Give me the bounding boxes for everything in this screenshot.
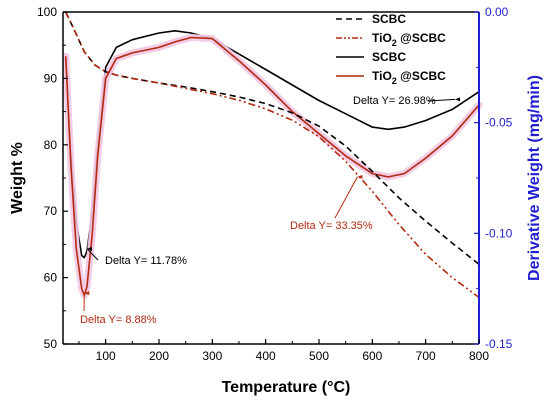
y-left-tick-label: 100 xyxy=(37,5,57,19)
x-axis: 100 200 300 400 500 600 700 800 xyxy=(78,339,489,363)
legend-label: SCBC xyxy=(372,12,406,26)
x-tick-label: 100 xyxy=(96,349,116,363)
legend-label-main: TiO xyxy=(372,31,392,45)
y-axis-right: -0.15 -0.10 -0.05 0.00 xyxy=(474,5,513,351)
legend-label-rest: @SCBC xyxy=(397,69,446,83)
x-tick-label: 200 xyxy=(149,349,169,363)
annotations-group: Delta Y= 11.78% Delta Y= 8.88% Delta Y= 26… xyxy=(80,95,460,326)
y-left-tick-label: 60 xyxy=(44,271,58,285)
annotation-pointer xyxy=(427,98,456,102)
y-right-tick-label: 0.00 xyxy=(485,5,509,19)
y-axis-left: 50 60 70 80 90 100 xyxy=(37,5,68,351)
y-left-tick-label: 80 xyxy=(44,138,58,152)
y-left-tick-label: 90 xyxy=(44,71,58,85)
x-tick-label: 700 xyxy=(416,349,436,363)
legend-label: TiO2 @SCBC xyxy=(372,31,446,48)
y-axis-right-title: Derivative Weight (mg/min) xyxy=(526,75,543,281)
y-right-tick-label: -0.15 xyxy=(485,337,513,351)
legend-label: SCBC xyxy=(372,50,406,64)
y-right-tick-label: -0.05 xyxy=(485,116,513,130)
annotation-label: Delta Y= 11.78% xyxy=(105,255,187,267)
legend-label: TiO2 @SCBC xyxy=(372,69,446,86)
x-tick-label: 800 xyxy=(469,349,489,363)
series-line-1 xyxy=(64,11,480,299)
annotation-label: Delta Y= 8.88% xyxy=(80,314,157,326)
y-axis-left-title: Weight % xyxy=(9,142,26,214)
annotation-pointer xyxy=(86,248,99,261)
legend-label-sub: 2 xyxy=(392,38,397,48)
y-left-tick-label: 70 xyxy=(44,204,58,218)
annotation-pointer xyxy=(334,176,358,219)
annotation-label: Delta Y= 26.98% xyxy=(353,95,436,107)
annotation-arrowhead xyxy=(84,291,90,296)
legend-label-sub: 2 xyxy=(392,76,397,86)
x-tick-label: 500 xyxy=(309,349,329,363)
x-tick-label: 600 xyxy=(362,349,382,363)
legend-label-main: TiO xyxy=(372,69,392,83)
plot-area-group xyxy=(63,12,479,344)
series-line-2 xyxy=(64,29,480,259)
x-axis-title: Temperature (°C) xyxy=(222,379,351,396)
annotation-label: Delta Y= 33.35% xyxy=(290,220,373,232)
legend-label-rest: @SCBC xyxy=(397,31,446,45)
annotation-arrowhead xyxy=(87,246,92,251)
annotation-arrowhead xyxy=(455,97,460,102)
x-tick-label: 300 xyxy=(202,349,222,363)
x-tick-label: 400 xyxy=(256,349,276,363)
y-right-tick-label: -0.10 xyxy=(485,226,513,240)
annotation-arrowhead xyxy=(357,174,363,179)
plot-area xyxy=(63,12,479,344)
y-left-tick-label: 50 xyxy=(44,337,58,351)
